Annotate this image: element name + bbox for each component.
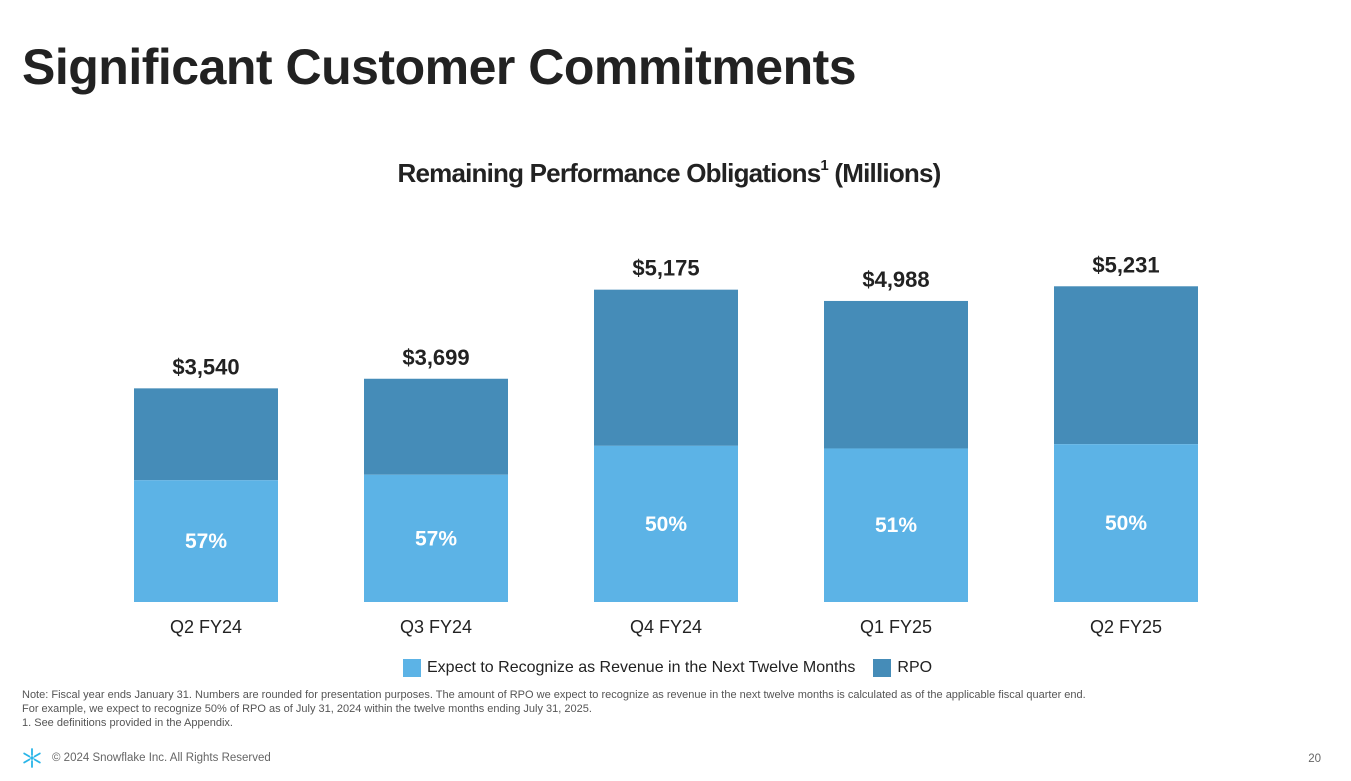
bar-total-label: $5,175	[632, 256, 699, 281]
legend-swatch-rpo	[873, 659, 892, 677]
footnote-line: Note: Fiscal year ends January 31. Numbe…	[22, 689, 1086, 701]
legend-item-next-twelve-months: Expect to Recognize as Revenue in the Ne…	[403, 659, 855, 677]
legend-item-rpo: RPO	[873, 659, 932, 677]
bar-percent-label: 50%	[1105, 512, 1147, 535]
bar-next-twelve-months	[824, 448, 968, 602]
footer: © 2024 Snowflake Inc. All Rights Reserve…	[22, 748, 271, 768]
bar-percent-label: 51%	[875, 514, 917, 537]
footnote-line: 1. See definitions provided in the Appen…	[22, 717, 233, 729]
page-title: Significant Customer Commitments	[22, 39, 857, 95]
bar-total-label: $3,540	[172, 354, 239, 379]
bar-percent-label: 50%	[645, 513, 687, 536]
page-number: 20	[1308, 753, 1321, 765]
x-axis-category-label: Q4 FY24	[630, 617, 702, 637]
rpo-bar-chart: $3,540 57% Q2 FY24 $3,699 57% Q3 FY24 $5,175 50…	[134, 252, 1198, 637]
legend-swatch-next-twelve-months	[403, 659, 421, 677]
chart-title: Remaining Performance Obligations1 (Mill…	[0, 157, 1338, 189]
legend-label-rpo: RPO	[897, 659, 933, 676]
bar-next-twelve-months	[134, 480, 278, 602]
bar-rpo-remaining	[594, 289, 738, 446]
footnotes: Note: Fiscal year ends January 31. Numbe…	[22, 688, 1086, 730]
x-axis-category-label: Q2 FY25	[1090, 617, 1162, 637]
chart-title-units: (Millions)	[834, 158, 941, 188]
bar-next-twelve-months	[364, 474, 508, 602]
chart-legend: Expect to Recognize as Revenue in the Ne…	[403, 659, 950, 677]
snowflake-logo-icon	[23, 748, 41, 768]
bar-total-label: $4,988	[862, 267, 929, 292]
x-axis-category-label: Q2 FY24	[170, 617, 242, 637]
bar-rpo-remaining	[134, 388, 278, 481]
bar-percent-label: 57%	[185, 530, 227, 553]
copyright-text: © 2024 Snowflake Inc. All Rights Reserve…	[52, 752, 271, 764]
footnote-line: For example, we expect to recognize 50% …	[22, 703, 592, 715]
bar-total-label: $5,231	[1092, 252, 1159, 277]
chart-title-text: Remaining Performance Obligations	[397, 158, 822, 188]
bar-next-twelve-months	[1054, 444, 1198, 602]
x-axis-category-label: Q3 FY24	[400, 617, 472, 637]
bar-percent-label: 57%	[415, 527, 457, 550]
bar-next-twelve-months	[594, 445, 738, 602]
x-axis-category-label: Q1 FY25	[860, 617, 932, 637]
bar-rpo-remaining	[824, 300, 968, 449]
bar-rpo-remaining	[364, 378, 508, 475]
bar-total-label: $3,699	[402, 345, 469, 370]
bar-rpo-remaining	[1054, 286, 1198, 445]
legend-label-next-twelve-months: Expect to Recognize as Revenue in the Ne…	[427, 659, 856, 676]
chart-title-footnote-mark: 1	[820, 157, 828, 175]
